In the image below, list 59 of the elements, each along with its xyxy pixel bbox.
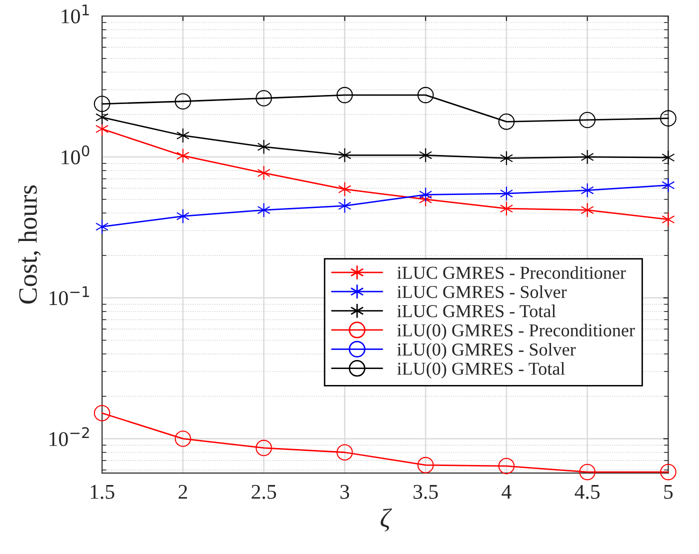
point	[419, 187, 432, 202]
point	[257, 139, 270, 154]
x-tick-label: 3	[340, 484, 350, 499]
point	[94, 404, 110, 422]
y-tick-label: 10$^{−2}$	[50, 427, 89, 446]
point	[662, 178, 675, 193]
point	[338, 198, 352, 214]
point	[417, 86, 434, 104]
y-tick-label: 10$^{1}$	[62, 4, 89, 24]
point	[257, 165, 270, 180]
x-tick-label: 5	[664, 485, 673, 499]
point	[257, 202, 270, 218]
point	[338, 148, 352, 163]
y-axis-title: Cost, hours	[18, 185, 41, 304]
point	[96, 219, 109, 234]
x-tick-label: 4	[502, 484, 512, 499]
legend-label: iLU(0) GMRES - Total	[397, 362, 565, 379]
legend-label: iLU(0) GMRES - Preconditioner	[397, 324, 635, 340]
x-tick-label: 4.5	[574, 484, 600, 499]
x-tick-label: 2.5	[252, 484, 276, 499]
point	[94, 96, 110, 112]
point	[174, 430, 192, 447]
point	[579, 112, 596, 128]
point	[660, 110, 676, 126]
point	[96, 110, 109, 125]
point	[176, 208, 190, 224]
x-tick-label: 2	[178, 484, 187, 499]
point	[662, 212, 675, 227]
point	[580, 202, 594, 218]
point	[500, 186, 514, 201]
point	[419, 148, 432, 163]
point	[336, 444, 353, 461]
point	[96, 122, 109, 136]
point	[498, 458, 515, 474]
y-tick-label: 10$^{0}$	[62, 145, 90, 164]
point	[500, 201, 514, 216]
x-axis-title: ζ	[380, 508, 392, 532]
point	[338, 182, 352, 197]
point	[417, 456, 434, 474]
legend-label: iLUC GMRES - Preconditioner	[397, 266, 626, 279]
x-tick-label: 3.5	[414, 484, 438, 499]
point	[579, 464, 596, 480]
point	[256, 90, 272, 106]
legend-label: iLU(0) GMRES - Solver	[397, 342, 576, 360]
point	[336, 86, 353, 104]
legend-label: iLUC GMRES - Solver	[397, 285, 567, 298]
point	[580, 149, 594, 164]
point	[660, 464, 676, 480]
point	[174, 93, 192, 110]
point	[500, 150, 514, 166]
point	[498, 114, 515, 130]
point	[176, 148, 190, 164]
point	[580, 182, 594, 198]
point	[256, 440, 272, 456]
point	[176, 128, 190, 143]
point	[662, 150, 675, 166]
legend-label: iLUC GMRES - Total	[397, 304, 556, 318]
y-tick-label: 10$^{−1}$	[50, 286, 89, 306]
x-tick-label: 1.5	[90, 484, 114, 499]
